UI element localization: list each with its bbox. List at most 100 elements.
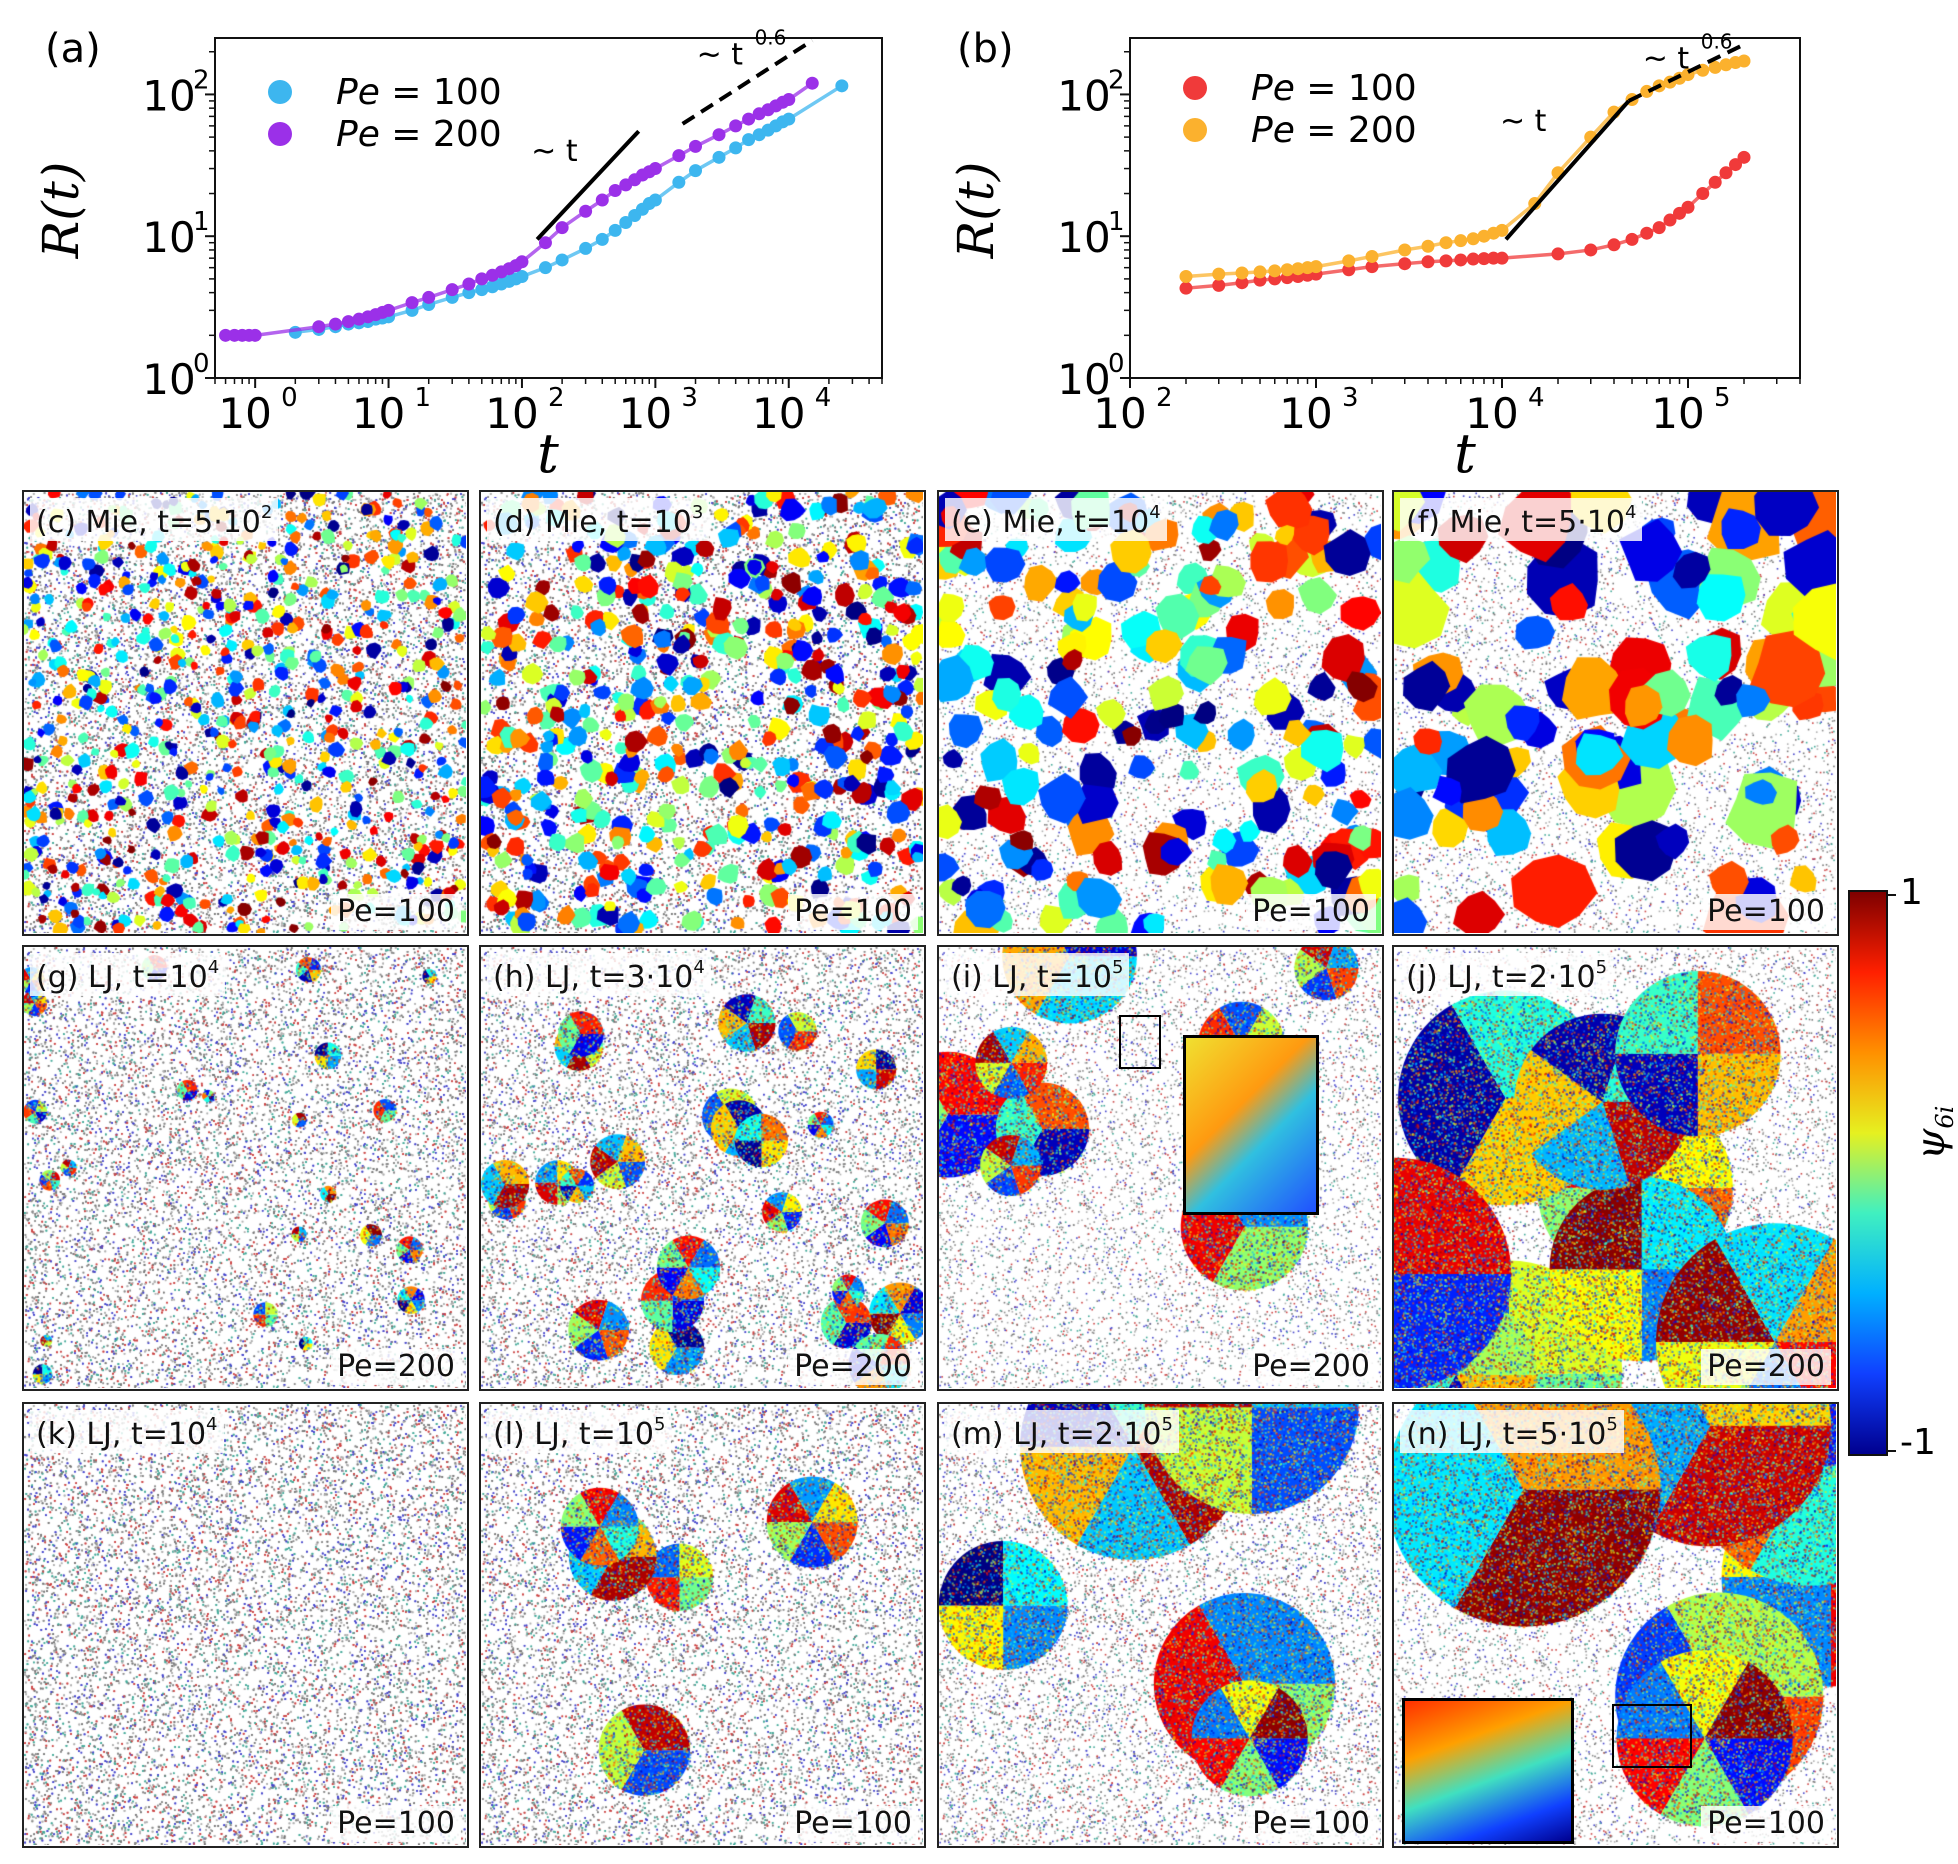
legend-marker: [1183, 118, 1207, 142]
colorbar-min-label: -1: [1900, 1422, 1936, 1463]
y-tick-label: 10: [1057, 213, 1110, 262]
zoom-region: [1119, 1015, 1161, 1069]
snapshot-title: (c) Mie, t=5·102: [30, 498, 279, 541]
data-point: [1398, 257, 1412, 271]
time-exponent: 4: [1624, 502, 1637, 523]
x-tick-exponent: 0: [281, 383, 298, 413]
x-tick-exponent: 1: [415, 383, 432, 413]
data-point: [1663, 213, 1677, 227]
snapshot-title: (j) LJ, t=2·105: [1400, 953, 1614, 996]
data-point: [1421, 239, 1435, 253]
data-point: [672, 175, 686, 189]
data-point: [1681, 200, 1695, 214]
data-point: [608, 184, 622, 198]
zoom-region: [1612, 1704, 1692, 1768]
slope-exponent: 0.6: [755, 26, 787, 50]
data-point: [1291, 262, 1305, 276]
data-point: [1365, 260, 1379, 274]
peclet-label: Pe=200: [331, 1349, 461, 1385]
data-point: [1235, 266, 1249, 280]
data-point: [1625, 232, 1639, 246]
legend-entry: Pe = 100: [1251, 68, 1417, 109]
snapshot-panel-j: (j) LJ, t=2·105 Pe=200: [1392, 945, 1839, 1391]
snapshot-panel-d: (d) Mie, t=103 Pe=100: [479, 490, 926, 936]
panel-label: (m): [951, 1417, 1014, 1452]
plot-frame: [1129, 37, 1801, 379]
time-label: Mie, t=10: [1002, 505, 1150, 540]
data-point: [1253, 265, 1267, 279]
particle-field: [24, 947, 466, 1388]
particle-field: [939, 1404, 1381, 1845]
data-point: [1466, 252, 1480, 266]
data-point: [835, 79, 849, 93]
data-point: [1584, 243, 1598, 257]
data-point: [1454, 234, 1468, 248]
data-point: [712, 128, 726, 142]
data-point: [1640, 84, 1654, 98]
plot-frame: [214, 37, 883, 379]
data-point: [742, 112, 756, 126]
time-exponent: 5: [654, 1414, 666, 1435]
data-point: [689, 164, 703, 178]
y-tick-exponent: 1: [193, 207, 210, 237]
particle-field: [481, 492, 923, 933]
peclet-label: Pe=100: [1246, 894, 1376, 930]
colorbar-tick-bottom: [1888, 1450, 1896, 1452]
x-axis-label: t: [1454, 422, 1476, 480]
data-point: [672, 149, 686, 163]
data-point: [595, 232, 609, 246]
legend-marker: [268, 122, 292, 146]
data-point: [312, 320, 326, 334]
panel-label: (h): [493, 960, 545, 995]
y-tick-exponent: 0: [1108, 349, 1125, 379]
x-tick-exponent: 3: [1342, 383, 1359, 413]
data-point: [475, 283, 489, 297]
data-point: [515, 255, 529, 269]
slope-label: ~ t: [697, 38, 744, 73]
y-tick-label: 10: [1057, 71, 1110, 120]
y-tick-exponent: 2: [193, 65, 210, 95]
data-point: [1179, 281, 1193, 295]
x-tick-exponent: 2: [1156, 383, 1173, 413]
particle-field: [1394, 492, 1836, 933]
data-point: [619, 215, 633, 229]
snapshot-title: (d) Mie, t=103: [487, 498, 710, 541]
x-tick-exponent: 2: [548, 383, 565, 413]
data-point: [1439, 254, 1453, 268]
y-tick-exponent: 1: [1108, 207, 1125, 237]
slope-line-1: [681, 38, 814, 126]
colorbar-label: ψ6i: [1908, 1105, 1958, 1160]
panel-label: (d): [493, 505, 545, 540]
data-point: [1212, 278, 1226, 292]
data-point: [648, 162, 662, 176]
data-point: [1179, 269, 1193, 283]
time-label: LJ, t=2·10: [1447, 960, 1596, 995]
data-point: [782, 93, 796, 107]
colorbar-tick-top: [1888, 894, 1896, 896]
snapshot-panel-m: (m) LJ, t=2·105 Pe=100: [937, 1402, 1384, 1848]
peclet-label: Pe=100: [1246, 1806, 1376, 1842]
x-tick-label: 10: [752, 389, 805, 438]
panel-label: (j): [1406, 960, 1448, 995]
series-line-1: [225, 81, 814, 338]
data-point: [405, 296, 419, 310]
x-tick-exponent: 4: [815, 383, 832, 413]
data-point: [1280, 263, 1294, 277]
data-point: [1737, 54, 1751, 68]
data-point: [648, 193, 662, 207]
time-label: Mie, t=10: [545, 505, 692, 540]
data-point: [1398, 243, 1412, 257]
panel-label: (i): [951, 960, 993, 995]
snapshot-title: (n) LJ, t=5·105: [1400, 1410, 1624, 1453]
peclet-label: Pe=200: [1246, 1349, 1376, 1385]
time-label: LJ, t=10: [88, 960, 208, 995]
x-tick-label: 10: [1093, 389, 1146, 438]
zoom-inset: [1402, 1698, 1574, 1844]
time-exponent: 5: [1606, 1414, 1618, 1435]
data-point: [1439, 236, 1453, 250]
panel-label: (b): [957, 26, 1014, 72]
peclet-label: Pe=200: [1701, 1349, 1831, 1385]
time-label: LJ, t=10: [992, 960, 1112, 995]
data-point: [555, 221, 569, 235]
